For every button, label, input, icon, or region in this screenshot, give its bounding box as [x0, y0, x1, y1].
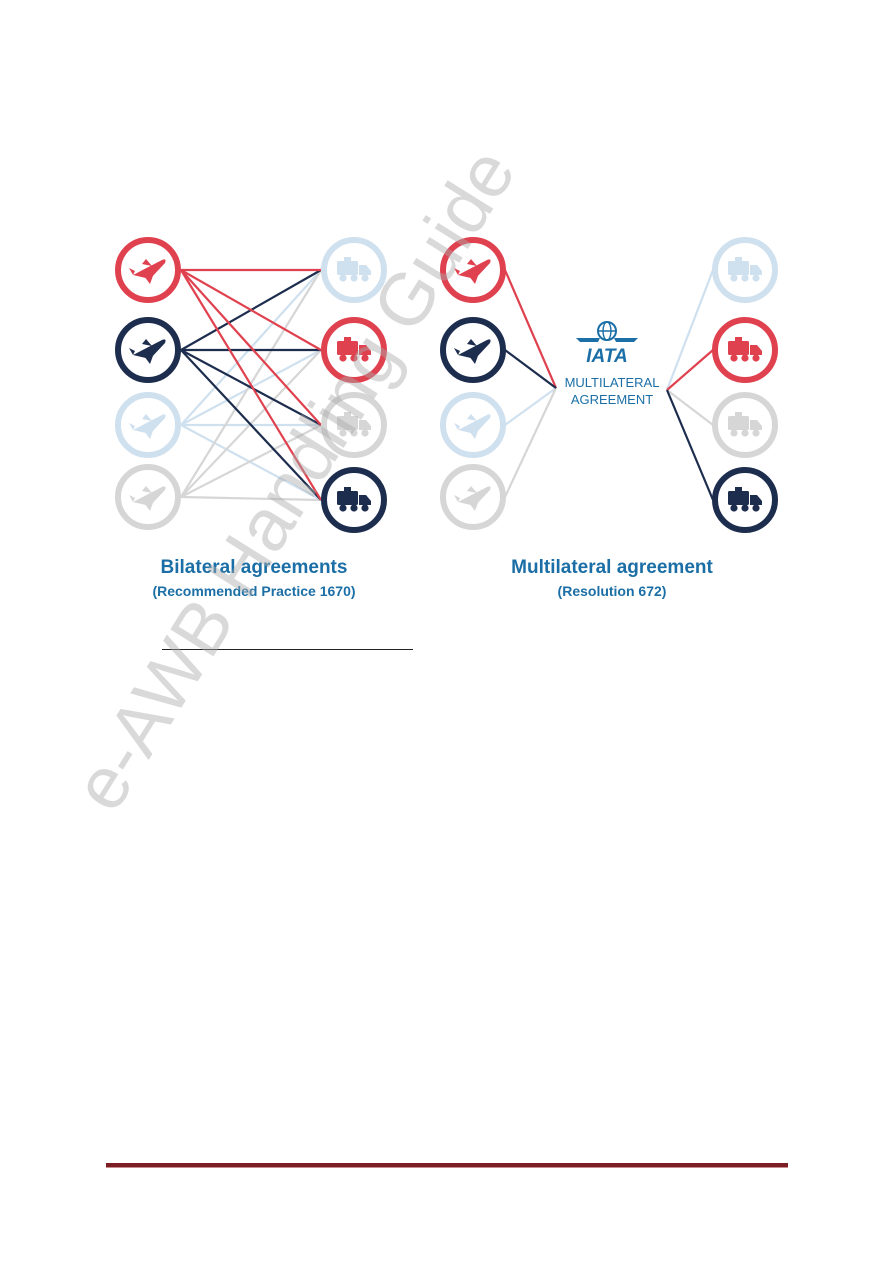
bilateral-airline-red	[115, 237, 181, 303]
multilateral-forwarder-red	[712, 317, 778, 383]
multilateral-subtitle: (Resolution 672)	[557, 583, 667, 599]
bilateral-airline-lightblue	[115, 392, 181, 458]
hub-label-line1: MULTILATERAL	[565, 375, 660, 390]
bilateral-forwarder-navy	[321, 467, 387, 533]
bilateral-subtitle: (Recommended Practice 1670)	[152, 583, 356, 599]
bilateral-forwarder-red	[321, 317, 387, 383]
multilateral-forwarder-lightblue	[712, 237, 778, 303]
multilateral-forwarder-navy	[712, 467, 778, 533]
iata-logo-text: IATA	[586, 346, 628, 367]
bilateral-forwarder-gray	[321, 392, 387, 458]
hub-label-line2: AGREEMENT	[571, 392, 653, 407]
bilateral-lines	[180, 268, 322, 502]
reference-underline	[162, 649, 413, 650]
bilateral-title: Bilateral agreements	[160, 557, 348, 578]
globe-icon	[576, 321, 638, 342]
multilateral-forwarder-gray	[712, 392, 778, 458]
footer-rule	[106, 1163, 788, 1168]
bilateral-airline-gray	[115, 464, 181, 530]
multilateral-airline-red	[440, 237, 506, 303]
multilateral-airline-gray	[440, 464, 506, 530]
iata-hub: IATA MULTILATERAL AGREEMENT	[565, 321, 660, 407]
multilateral-airline-lightblue	[440, 392, 506, 458]
bilateral-forwarder-lightblue	[321, 237, 387, 303]
multilateral-lines	[503, 269, 715, 501]
multilateral-title: Multilateral agreement	[511, 557, 713, 578]
bilateral-airline-navy	[115, 317, 181, 383]
multilateral-airline-navy	[440, 317, 506, 383]
